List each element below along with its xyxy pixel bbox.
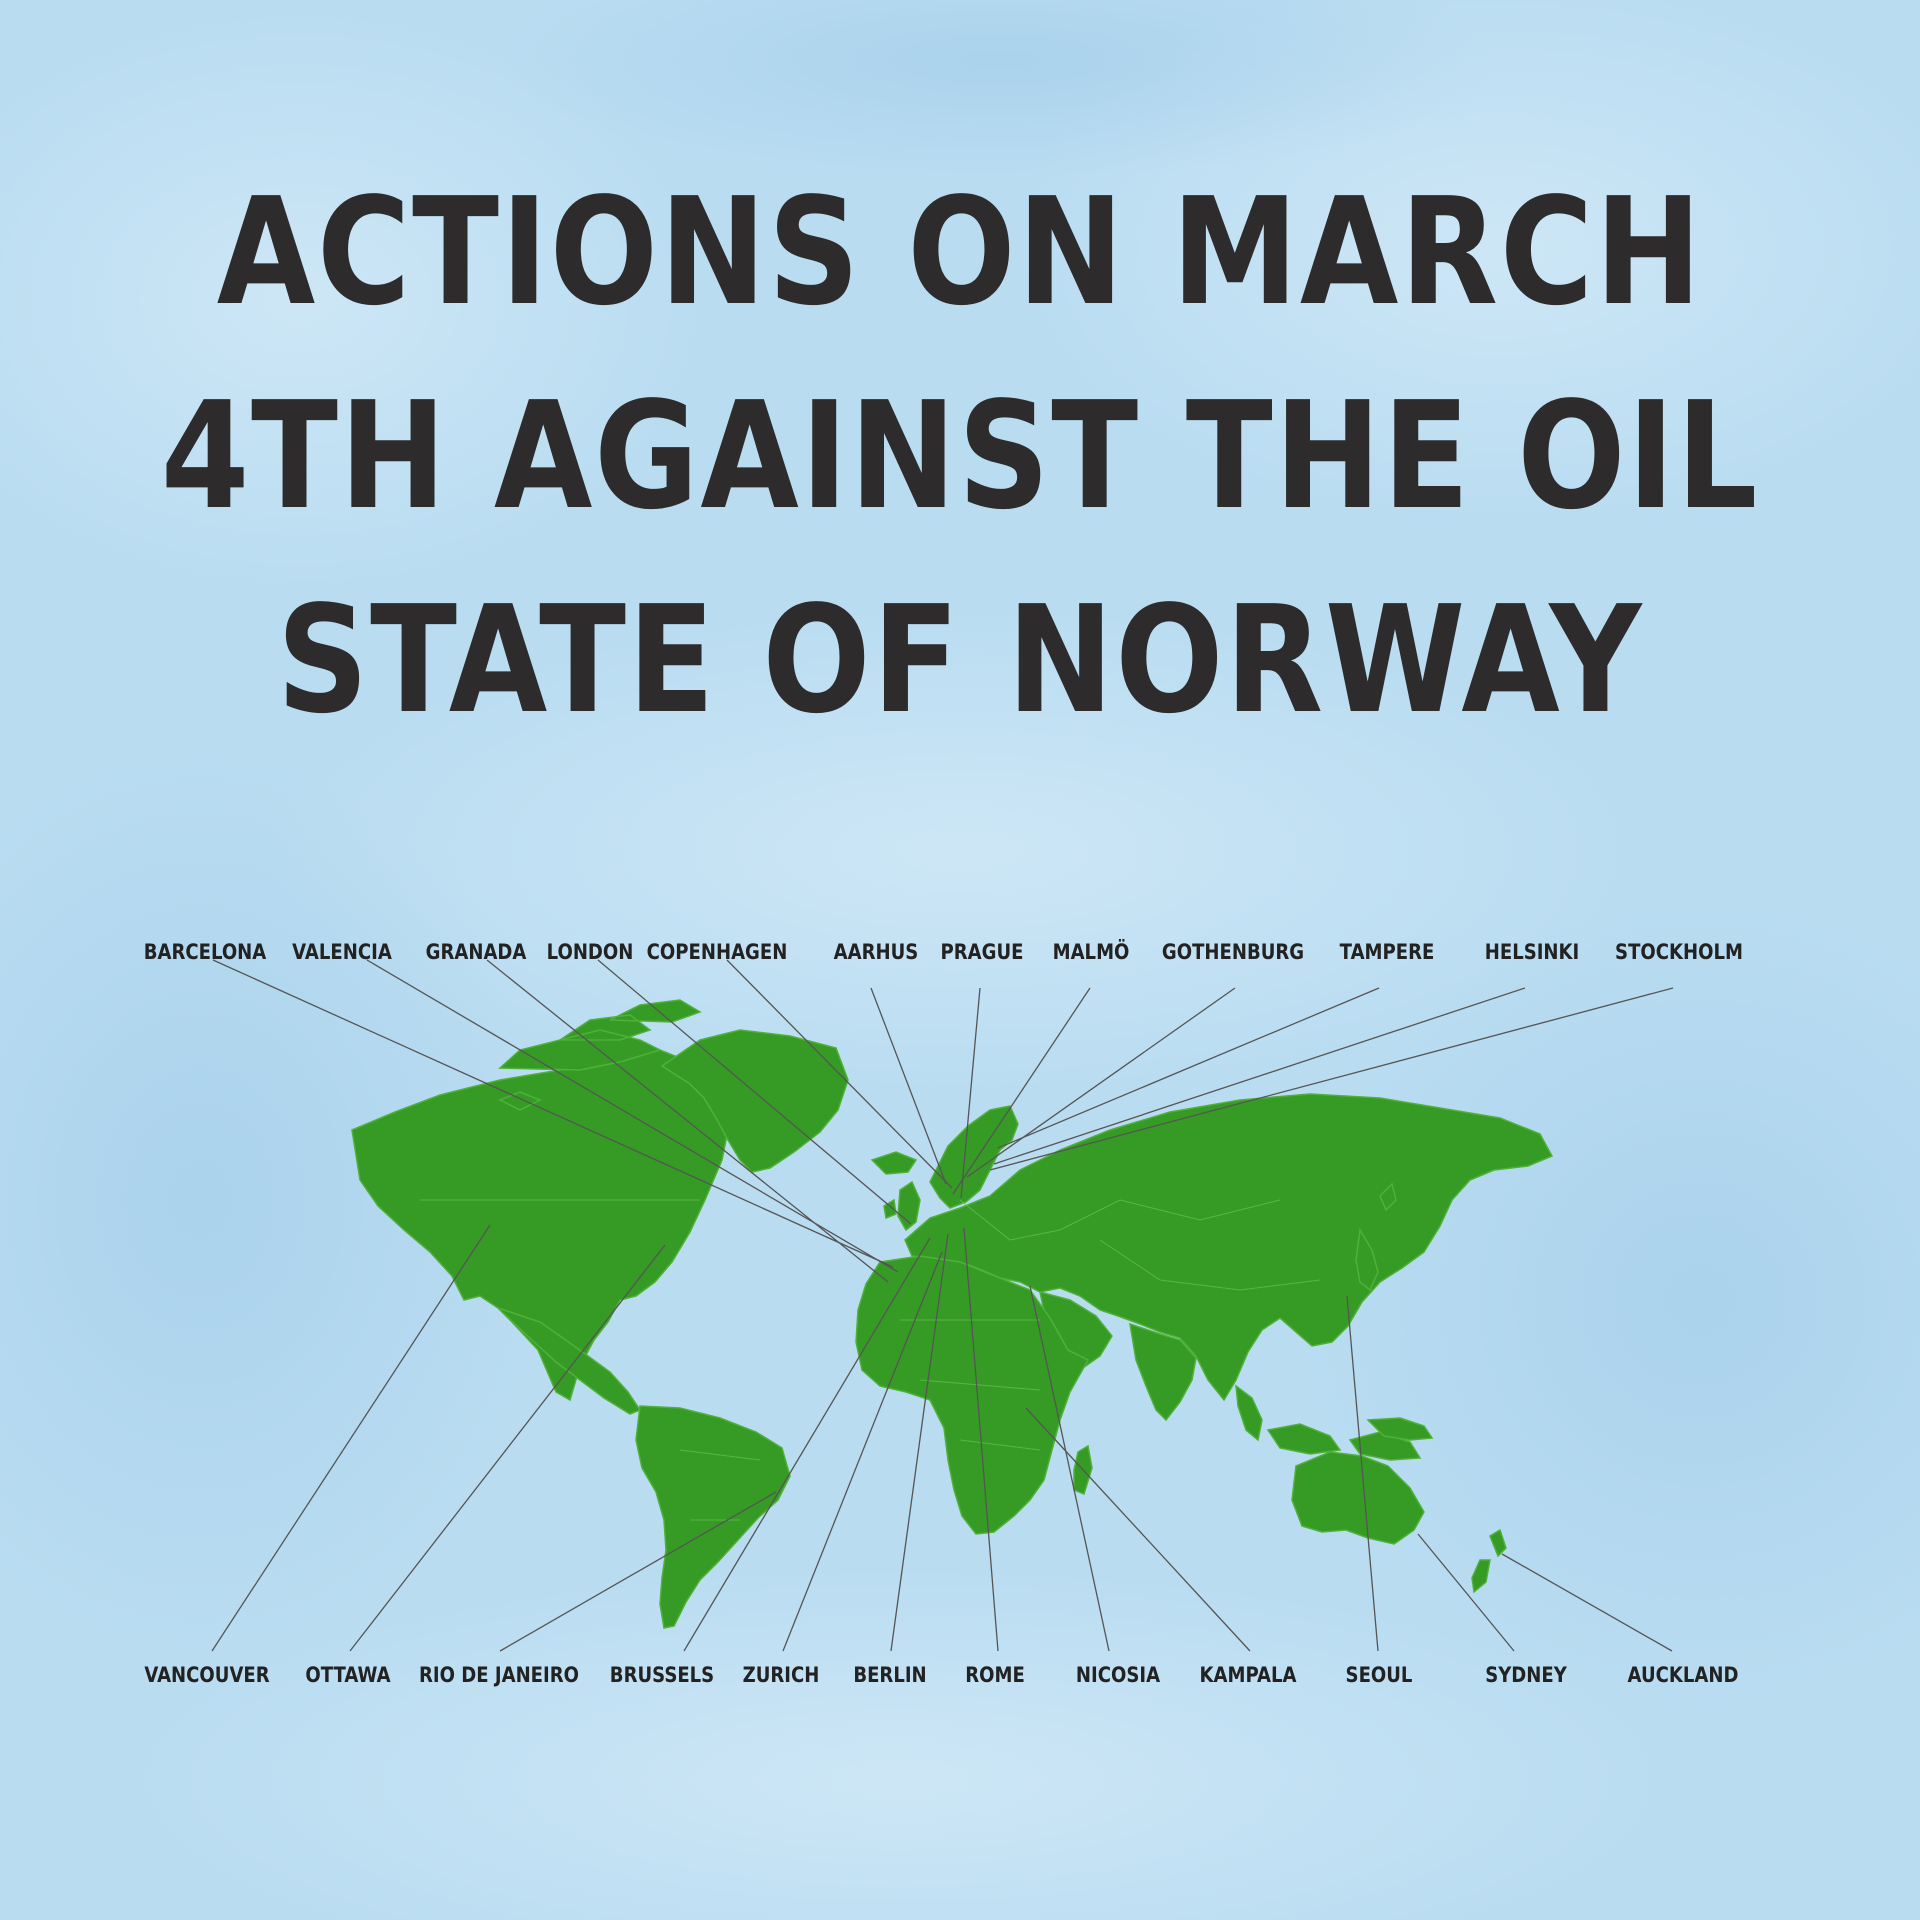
leader-line (960, 987, 981, 1199)
greenland (660, 1029, 849, 1173)
iceland (870, 1151, 918, 1175)
leader-line (1501, 1553, 1673, 1652)
leader-lines (211, 959, 1674, 1652)
city-label-bottom: KAMPALA (1199, 1663, 1297, 1687)
city-label-top: LONDON (546, 940, 634, 964)
south-america (635, 1405, 791, 1629)
city-label-top: COPENHAGEN (646, 940, 788, 964)
leader-line (997, 987, 1380, 1149)
leader-line (499, 1491, 777, 1652)
country-borders (420, 1199, 1321, 1521)
australia (1291, 1451, 1425, 1545)
city-label-bottom: AUCKLAND (1627, 1663, 1739, 1687)
city-label-top: AARHUS (833, 940, 919, 964)
city-label-bottom: SEOUL (1345, 1663, 1413, 1687)
leader-line (1417, 1533, 1515, 1652)
leader-line (782, 1251, 943, 1652)
city-label-top: GOTHENBURG (1161, 940, 1305, 964)
city-label-top: PRAGUE (940, 940, 1024, 964)
british-isles (883, 1180, 921, 1232)
leader-line (366, 959, 899, 1273)
leader-line (963, 1227, 999, 1652)
leader-line (212, 959, 894, 1268)
new-zealand (1471, 1528, 1507, 1594)
city-label-top: TAMPERE (1339, 940, 1435, 964)
arctic-islands (498, 999, 702, 1111)
city-label-top: HELSINKI (1484, 940, 1580, 964)
city-label-bottom: ROME (965, 1663, 1025, 1687)
city-label-top: STOCKHOLM (1615, 940, 1743, 964)
eurasia (904, 1093, 1554, 1402)
city-label-top: VALENCIA (292, 940, 392, 964)
city-label-bottom: RIO DE JANEIRO (418, 1663, 580, 1687)
leader-line (211, 1224, 491, 1652)
southeast-asia (1235, 1384, 1422, 1461)
japan (1355, 1182, 1397, 1292)
city-label-top: BARCELONA (143, 940, 267, 964)
leader-line (890, 1233, 949, 1652)
city-label-bottom: ZURICH (742, 1663, 820, 1687)
leader-line (597, 959, 912, 1225)
city-label-bottom: VANCOUVER (144, 1663, 270, 1687)
leader-line (966, 987, 1236, 1178)
headline: ACTIONS ON MARCH 4TH AGAINST THE OIL STA… (0, 150, 1920, 762)
leader-line (870, 987, 947, 1185)
city-label-bottom: NICOSIA (1075, 1663, 1161, 1687)
indian-subcontinent (1129, 1322, 1197, 1422)
leader-line (486, 959, 889, 1283)
headline-line-1: ACTIONS ON MARCH (216, 166, 1704, 338)
leader-line (683, 1237, 931, 1652)
leader-line (1025, 1407, 1251, 1652)
headline-line-3: STATE OF NORWAY (276, 574, 1644, 746)
city-label-bottom: OTTAWA (305, 1663, 391, 1687)
new-guinea (1366, 1417, 1434, 1441)
city-label-bottom: BERLIN (853, 1663, 927, 1687)
city-label-top: GRANADA (425, 940, 527, 964)
leader-line (993, 987, 1526, 1165)
continents (351, 999, 1554, 1629)
headline-line-2: 4TH AGAINST THE OIL (160, 370, 1760, 542)
city-label-top: MALMÖ (1052, 940, 1130, 964)
leader-line (1346, 1295, 1379, 1652)
leader-line (349, 1244, 666, 1652)
city-label-bottom: SYDNEY (1485, 1663, 1567, 1687)
leader-line (989, 987, 1674, 1171)
africa (855, 1255, 1090, 1535)
leader-line (952, 987, 1091, 1195)
leader-line (726, 959, 953, 1189)
leader-line (1029, 1285, 1110, 1652)
city-label-bottom: BRUSSELS (609, 1663, 715, 1687)
